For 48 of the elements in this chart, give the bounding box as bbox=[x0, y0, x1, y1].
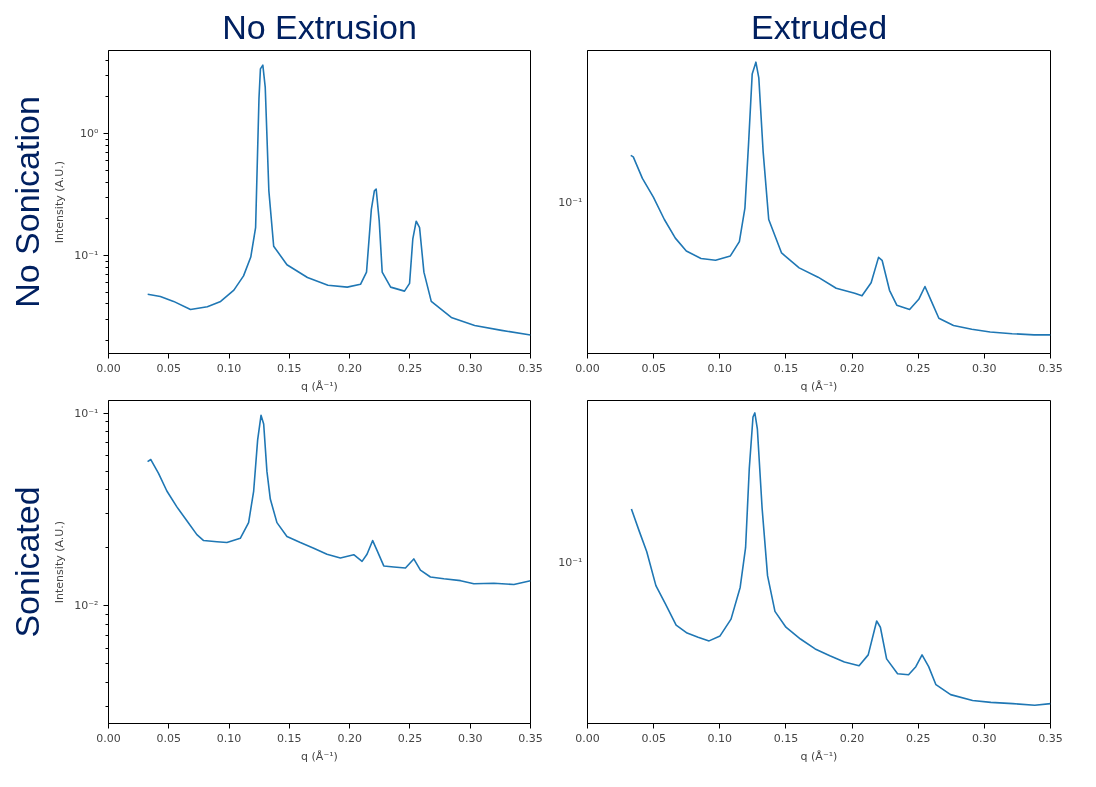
x-tick-label: 0.00 bbox=[96, 361, 121, 375]
text: 10⁻¹ bbox=[558, 555, 583, 569]
x-tick-label: 0.25 bbox=[397, 361, 423, 375]
x-tick-label: 0.30 bbox=[457, 731, 483, 745]
x-tick-label: 0.10 bbox=[707, 361, 733, 375]
y-axis-title: Intensity (A.U.) bbox=[53, 160, 67, 244]
x-tick-label: 0.05 bbox=[156, 731, 182, 745]
y-axis-title: Intensity (A.U.) bbox=[53, 520, 67, 604]
x-tick-label: 0.25 bbox=[905, 731, 931, 745]
x-tick-label: 0.15 bbox=[277, 361, 302, 375]
x-tick-label: 0.35 bbox=[1038, 731, 1063, 745]
chart-title: No Extrusion bbox=[222, 7, 417, 46]
x-axis-title: q (Å⁻¹) bbox=[800, 749, 838, 763]
x-tick-label: 0.05 bbox=[641, 731, 666, 745]
y-tick-label: 10⁰ bbox=[80, 127, 100, 141]
x-tick-label: 0.20 bbox=[839, 731, 865, 745]
x-tick-label: 0.00 bbox=[575, 731, 600, 745]
x-axis-title: q (Å⁻¹) bbox=[301, 749, 338, 763]
x-tick-label: 0.30 bbox=[972, 361, 997, 375]
x-tick-label: 0.05 bbox=[156, 361, 182, 375]
text: No Sonication bbox=[7, 96, 46, 308]
x-tick-label: 0.35 bbox=[518, 361, 543, 375]
text: 10⁻¹ bbox=[558, 195, 583, 209]
x-tick-label: 0.35 bbox=[518, 731, 543, 745]
x-tick-label: 0.10 bbox=[216, 731, 242, 745]
x-axis-title: q (Å⁻¹) bbox=[301, 379, 338, 393]
x-tick-label: 0.25 bbox=[905, 361, 931, 375]
x-axis-title: q (Å⁻¹) bbox=[800, 379, 838, 393]
x-tick-label: 0.25 bbox=[397, 731, 423, 745]
x-tick-label: 0.15 bbox=[773, 361, 799, 375]
x-tick-label: 0.05 bbox=[641, 361, 666, 375]
x-tick-label: 0.20 bbox=[337, 731, 362, 745]
y-tick-label: 10⁻¹ bbox=[74, 406, 99, 420]
x-tick-label: 0.00 bbox=[96, 731, 121, 745]
x-tick-label: 0.15 bbox=[277, 731, 302, 745]
x-tick-label: 0.10 bbox=[707, 731, 733, 745]
text: Sonicated bbox=[7, 486, 46, 638]
x-tick-label: 0.30 bbox=[972, 731, 997, 745]
y-tick-label: 10⁻² bbox=[74, 599, 99, 613]
x-tick-label: 0.20 bbox=[839, 361, 865, 375]
chart-title: Extruded bbox=[750, 7, 888, 46]
x-tick-label: 0.30 bbox=[457, 361, 483, 375]
x-tick-label: 0.10 bbox=[216, 361, 242, 375]
x-tick-label: 0.00 bbox=[575, 361, 600, 375]
x-tick-label: 0.20 bbox=[337, 361, 362, 375]
x-tick-label: 0.15 bbox=[773, 731, 799, 745]
x-tick-label: 0.35 bbox=[1038, 361, 1063, 375]
y-tick-label: 10⁻¹ bbox=[74, 248, 99, 262]
